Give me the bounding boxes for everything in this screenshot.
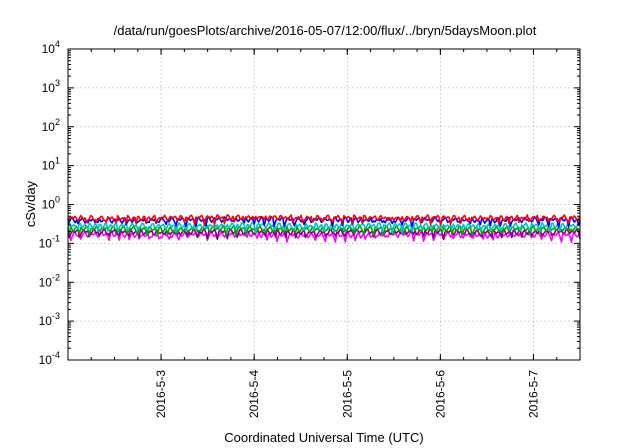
y-tick-label: 10-2 [39,272,60,289]
y-axis-title: cSv/day [23,180,38,227]
y-tick-label: 10-1 [39,233,60,250]
x-tick-label: 2016-5-4 [247,370,261,418]
series-line-5 [67,215,581,228]
x-tick-labels: 2016-5-3 2016-5-4 2016-5-5 2016-5-6 2016-5-7 [154,370,540,418]
series-line-6 [67,214,581,226]
x-tick-label: 2016-5-7 [526,370,540,418]
grid-layer [68,49,580,360]
x-tick-label: 2016-5-3 [154,370,168,418]
x-tick-label: 2016-5-6 [433,370,447,418]
series-line-4 [67,221,581,234]
x-axis-title: Coordinated Universal Time (UTC) [224,430,423,445]
y-tick-labels: 10-4 10-3 10-2 10-1 100 101 102 103 104 [39,39,60,367]
series-layer [67,214,581,244]
y-tick-label: 103 [42,78,60,95]
y-tick-label: 101 [42,156,60,173]
y-tick-label: 104 [42,39,60,56]
y-tick-label: 10-4 [39,350,60,367]
series-line-3 [67,224,581,237]
tick-layer [67,48,581,361]
y-tick-label: 10-3 [39,311,60,328]
y-tick-label: 100 [42,195,60,212]
chart-title: /data/run/goesPlots/archive/2016-05-07/1… [114,23,537,38]
y-tick-label: 102 [42,117,60,134]
x-tick-label: 2016-5-5 [340,370,354,418]
